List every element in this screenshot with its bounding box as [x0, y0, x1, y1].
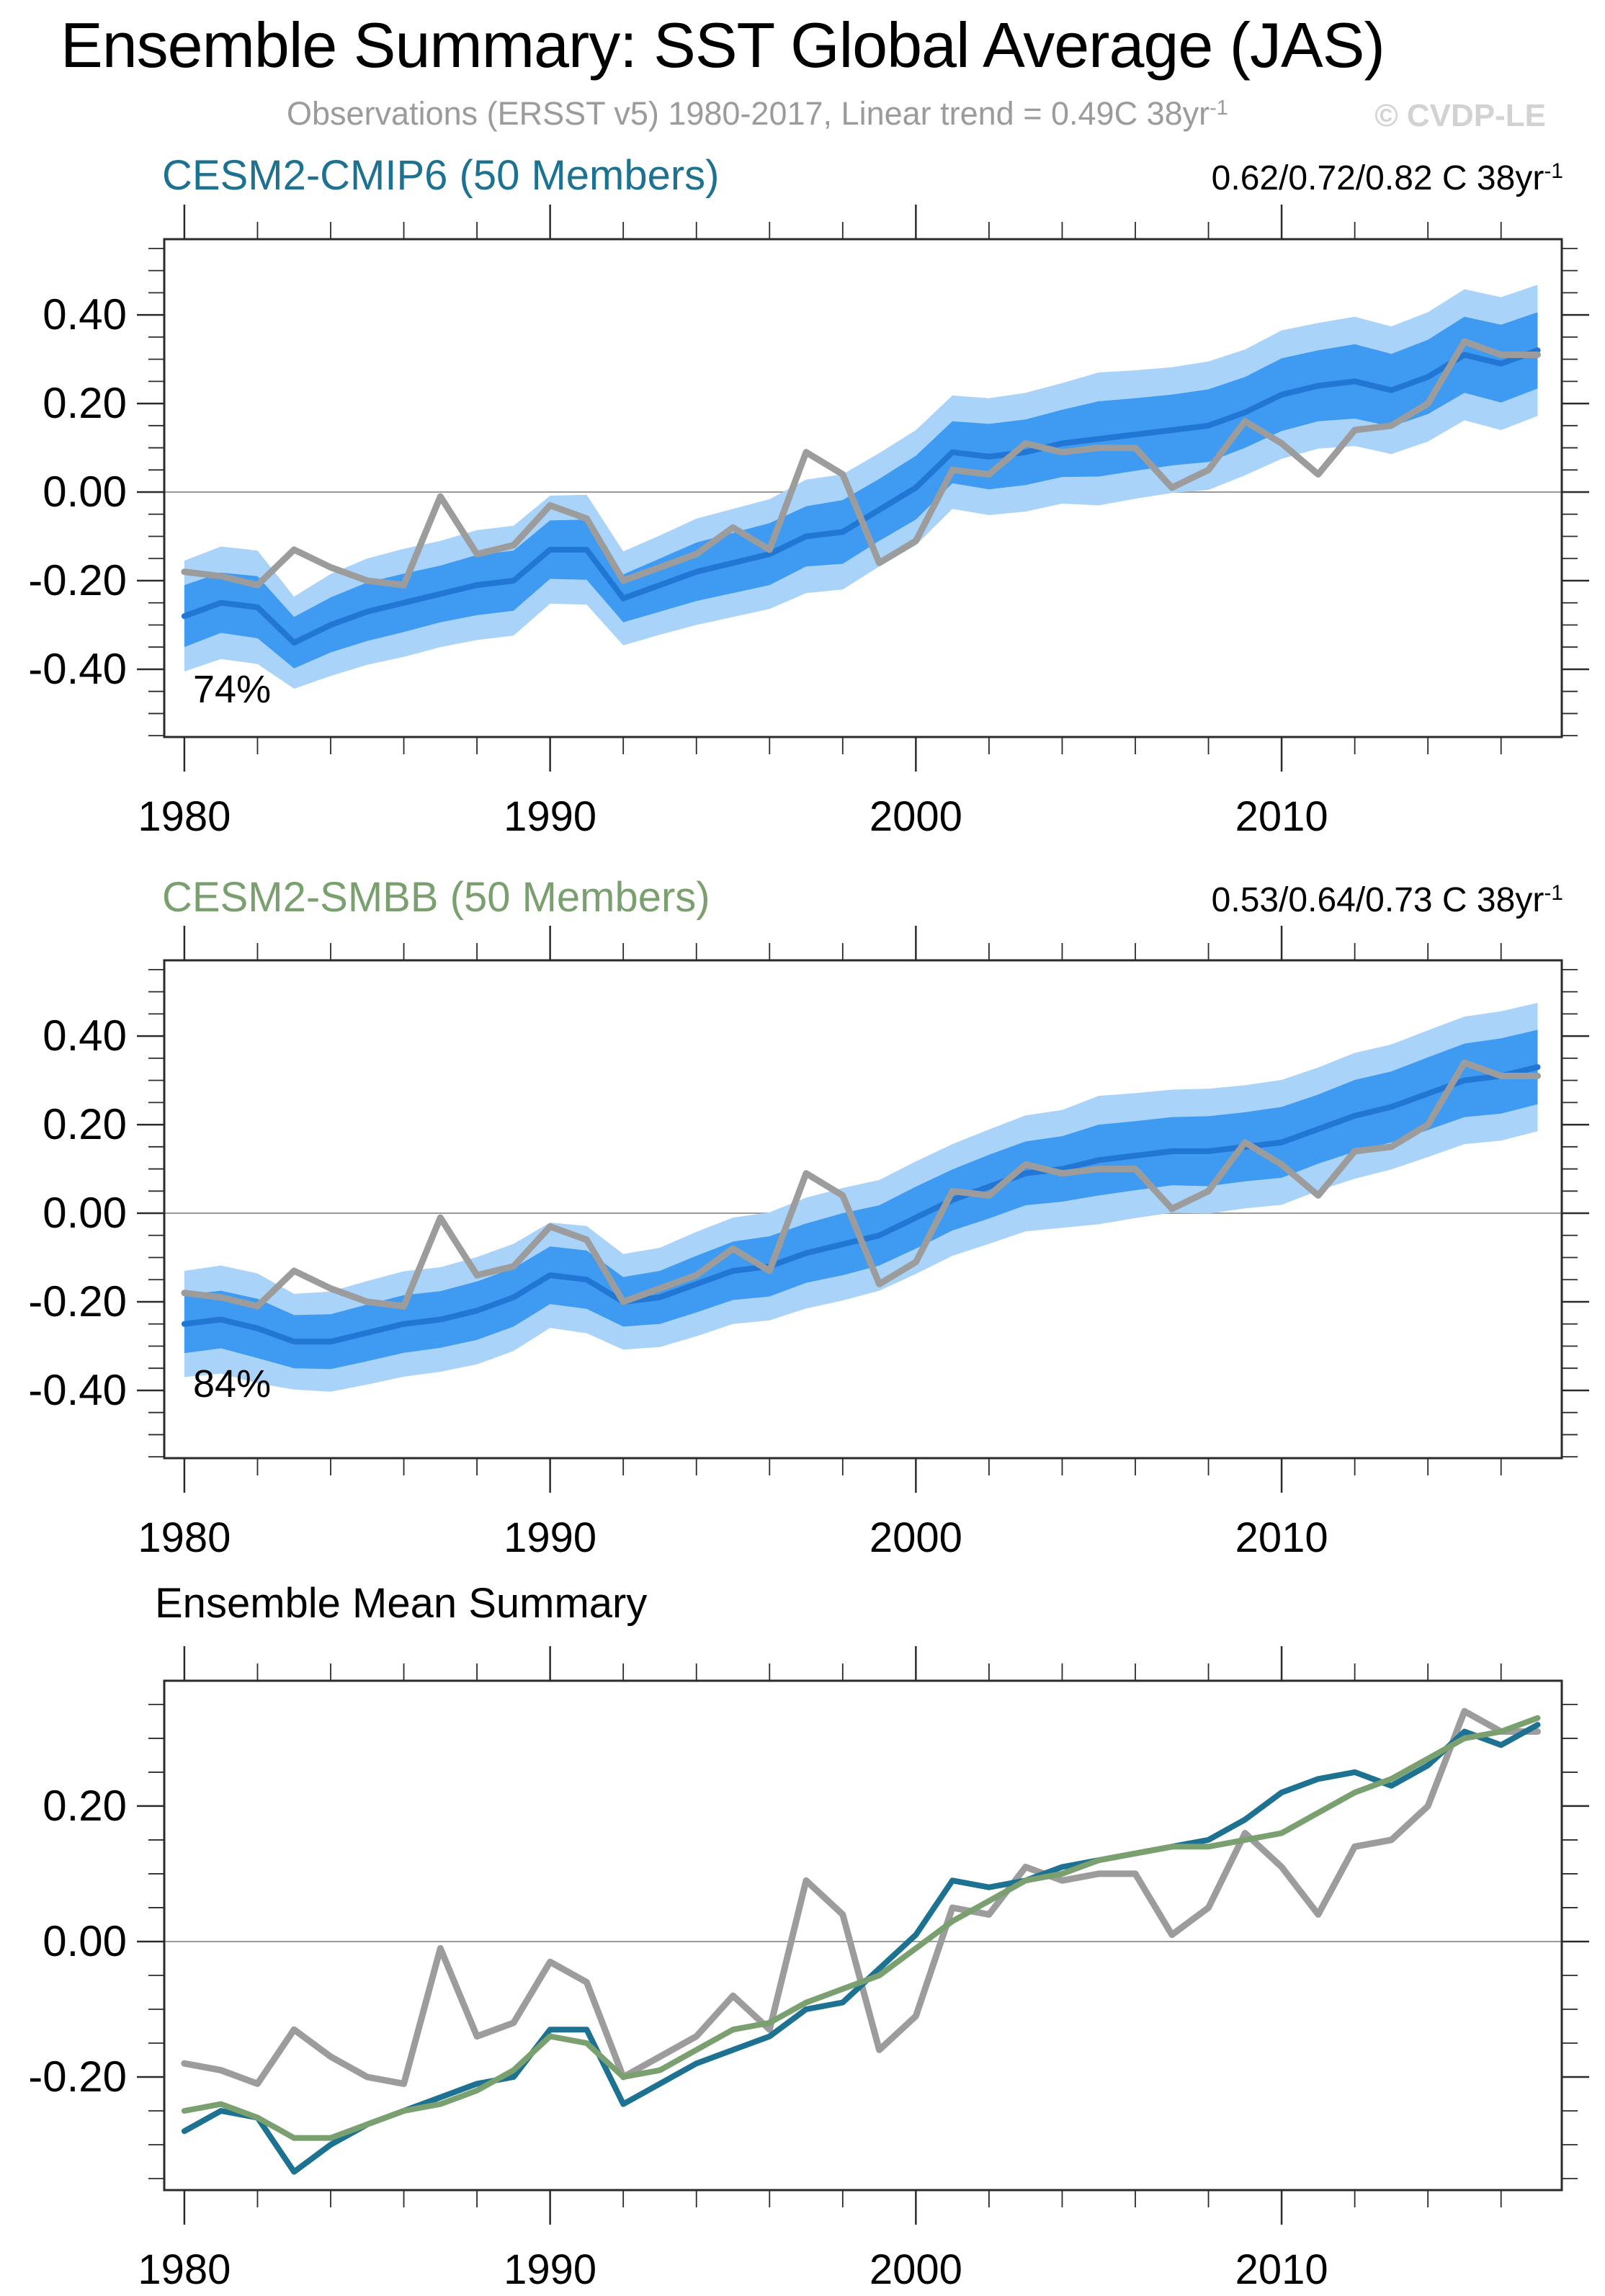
svg-text:2010: 2010	[1235, 1514, 1328, 1561]
svg-text:0.20: 0.20	[43, 379, 127, 427]
panel-trend-cesm2-cmip6: 0.62/0.72/0.82 C 38yr-1	[1212, 158, 1563, 198]
subtitle-superscript: -1	[1210, 97, 1228, 120]
subtitle-text: Observations (ERSST v5) 1980-2017, Linea…	[287, 95, 1210, 132]
panel-title-cesm2-smbb: CESM2-SMBB (50 Members)	[162, 874, 710, 921]
svg-text:0.40: 0.40	[43, 1011, 127, 1060]
percent-annotation-smbb: 84%	[193, 1362, 272, 1406]
trend-values: 0.62/0.72/0.82 C 38yr	[1211, 159, 1544, 197]
svg-text:2000: 2000	[869, 1514, 962, 1561]
svg-text:-0.20: -0.20	[28, 556, 127, 604]
page-title: Ensemble Summary: SST Global Average (JA…	[61, 9, 1385, 81]
svg-text:1980: 1980	[138, 1514, 231, 1561]
percent-annotation-cmip6: 74%	[193, 668, 272, 711]
svg-text:-0.20: -0.20	[28, 2052, 127, 2101]
svg-text:2000: 2000	[869, 2246, 962, 2293]
svg-text:0.00: 0.00	[43, 1189, 127, 1237]
subtitle: Observations (ERSST v5) 1980-2017, Linea…	[287, 95, 1228, 133]
svg-text:0.20: 0.20	[43, 1782, 127, 1830]
svg-text:1980: 1980	[138, 2246, 231, 2293]
panel-title-ensemble-mean-summary: Ensemble Mean Summary	[155, 1580, 648, 1627]
trend-superscript: -1	[1544, 159, 1563, 183]
svg-text:2000: 2000	[869, 793, 962, 840]
panel-title-cesm2-cmip6: CESM2-CMIP6 (50 Members)	[162, 152, 720, 199]
cvdp-le-watermark: © CVDP-LE	[1374, 98, 1546, 133]
svg-text:1990: 1990	[504, 793, 596, 840]
svg-text:0.20: 0.20	[43, 1100, 127, 1148]
trend-values: 0.53/0.64/0.73 C 38yr	[1211, 881, 1544, 919]
svg-text:0.00: 0.00	[43, 1917, 127, 1965]
svg-text:-0.20: -0.20	[28, 1277, 127, 1326]
svg-text:1990: 1990	[504, 1514, 596, 1561]
svg-text:2010: 2010	[1235, 793, 1328, 840]
svg-text:-0.40: -0.40	[28, 1366, 127, 1414]
svg-text:-0.40: -0.40	[28, 645, 127, 693]
svg-text:0.40: 0.40	[43, 290, 127, 339]
panel-trend-cesm2-smbb: 0.53/0.64/0.73 C 38yr-1	[1212, 880, 1563, 920]
svg-text:1980: 1980	[138, 793, 231, 840]
svg-text:2010: 2010	[1235, 2246, 1328, 2293]
trend-superscript: -1	[1544, 881, 1563, 905]
svg-text:0.00: 0.00	[43, 468, 127, 516]
svg-text:1990: 1990	[504, 2246, 596, 2293]
